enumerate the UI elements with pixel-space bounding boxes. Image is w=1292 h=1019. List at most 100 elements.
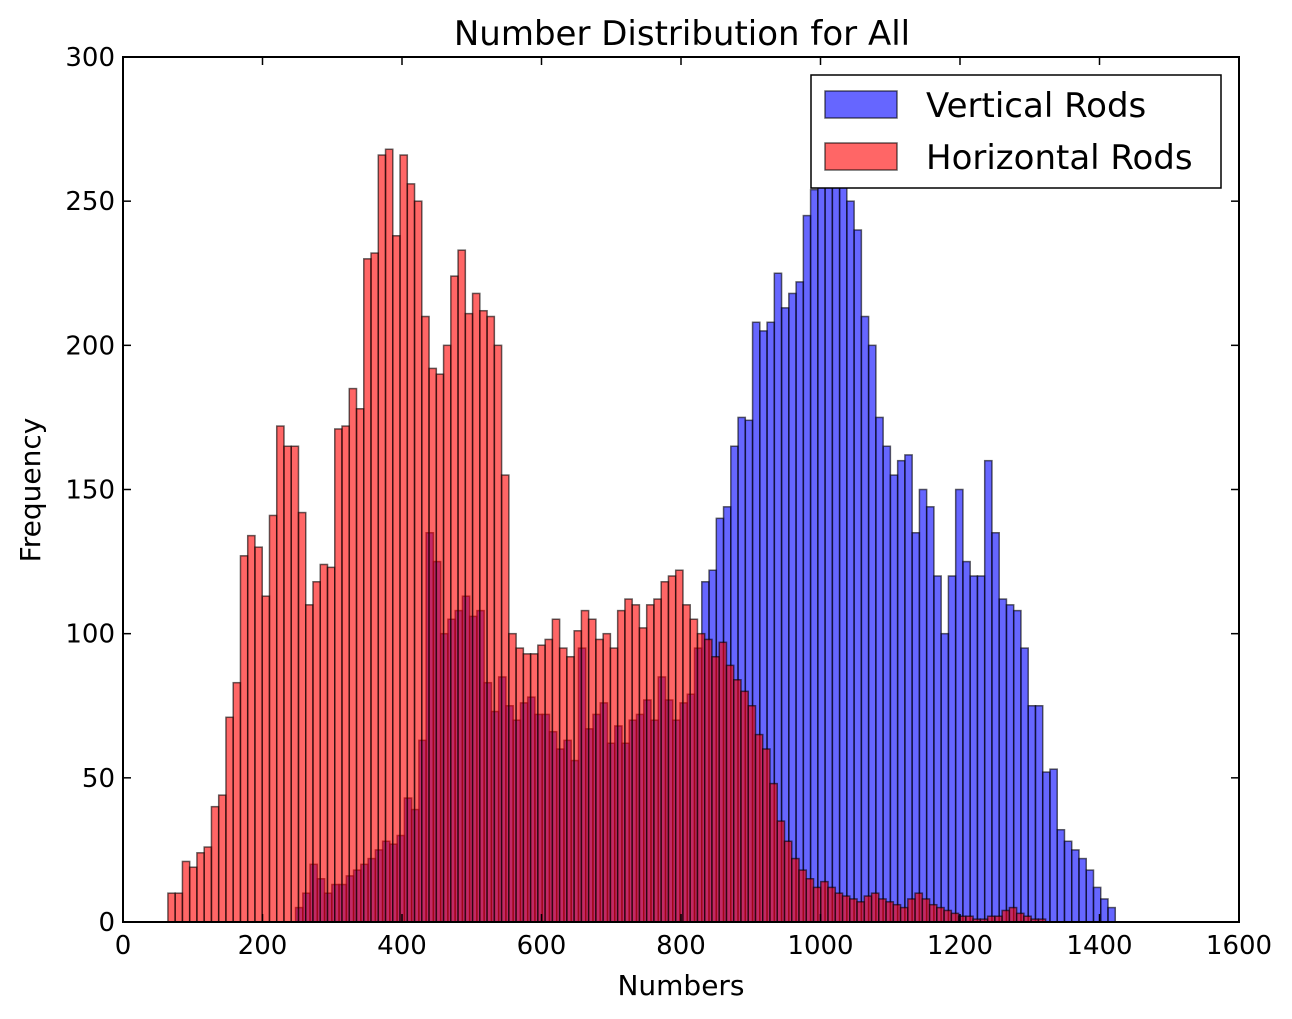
- bar-vertical-rods: [889, 474, 899, 923]
- bar-vertical-rods: [824, 142, 834, 923]
- bar-horizontal-rods: [609, 647, 619, 923]
- bar-vertical-rods: [1100, 898, 1109, 923]
- bar-horizontal-rods: [319, 563, 329, 923]
- bar-horizontal-rods: [783, 840, 793, 923]
- bar-vertical-rods: [896, 459, 906, 923]
- legend-swatch-vertical-rods: [824, 90, 898, 119]
- bar-horizontal-rods: [558, 647, 568, 923]
- bar-vertical-rods: [918, 488, 928, 923]
- bar-vertical-rods: [969, 575, 979, 923]
- bar-horizontal-rods: [399, 154, 409, 923]
- bar-horizontal-rods: [791, 857, 800, 923]
- bar-vertical-rods: [831, 160, 841, 923]
- legend-label-horizontal-rods: Horizontal Rods: [926, 138, 1193, 178]
- bar-vertical-rods: [1020, 647, 1029, 923]
- bar-vertical-rods: [911, 532, 921, 923]
- bar-vertical-rods: [875, 416, 884, 923]
- bar-horizontal-rods: [210, 805, 220, 923]
- x-axis-label: Numbers: [617, 969, 744, 1002]
- bar-horizontal-rods: [297, 511, 307, 923]
- x-tick-label: 1200: [927, 931, 993, 961]
- bar-horizontal-rods: [878, 898, 887, 923]
- y-tick-label: 0: [98, 908, 115, 938]
- bar-horizontal-rods: [711, 655, 720, 923]
- bar-horizontal-rods: [849, 898, 858, 923]
- bar-horizontal-rods: [225, 716, 234, 923]
- x-tick-label: 1400: [1066, 931, 1132, 961]
- bar-horizontal-rods: [660, 581, 670, 923]
- bar-horizontal-rods: [450, 275, 459, 923]
- bar-horizontal-rods: [304, 604, 314, 923]
- bar-vertical-rods: [802, 214, 812, 923]
- bar-horizontal-rods: [261, 595, 271, 923]
- bar-horizontal-rods: [841, 895, 851, 923]
- bar-vertical-rods: [1041, 771, 1051, 923]
- bar-horizontal-rods: [421, 315, 430, 923]
- bar-horizontal-rods: [493, 344, 503, 923]
- bar-horizontal-rods: [500, 474, 510, 923]
- bar-horizontal-rods: [943, 909, 953, 923]
- bar-horizontal-rods: [950, 912, 960, 923]
- bar-horizontal-rods: [326, 566, 336, 923]
- y-tick-label: 50: [82, 764, 115, 794]
- y-tick-label: 250: [65, 187, 115, 217]
- bar-horizontal-rods: [827, 886, 837, 923]
- bar-horizontal-rods: [363, 258, 372, 923]
- bar-horizontal-rods: [174, 892, 184, 923]
- y-tick-label: 150: [65, 476, 115, 506]
- bar-horizontal-rods: [435, 373, 445, 923]
- bar-vertical-rods: [1012, 609, 1022, 923]
- bar-horizontal-rods: [188, 866, 198, 923]
- bar-horizontal-rods: [457, 249, 467, 923]
- bar-horizontal-rods: [732, 679, 742, 923]
- bar-vertical-rods: [1107, 906, 1117, 923]
- bar-horizontal-rods: [805, 878, 815, 923]
- bar-horizontal-rods: [1015, 912, 1025, 923]
- bar-vertical-rods: [1078, 857, 1087, 923]
- bar-vertical-rods: [940, 632, 950, 923]
- bar-horizontal-rods: [798, 869, 808, 923]
- bar-horizontal-rods: [471, 292, 481, 923]
- bar-vertical-rods: [882, 445, 892, 923]
- bar-horizontal-rods: [268, 514, 278, 923]
- legend: Vertical Rods Horizontal Rods: [810, 74, 1222, 189]
- bar-horizontal-rods: [921, 898, 931, 923]
- bar-vertical-rods: [904, 454, 913, 923]
- chart-title: Number Distribution for All: [454, 14, 910, 54]
- bar-horizontal-rods: [899, 906, 909, 923]
- bar-horizontal-rods: [834, 892, 844, 923]
- bar-horizontal-rods: [725, 664, 735, 923]
- bar-horizontal-rods: [587, 618, 597, 923]
- bar-horizontal-rods: [718, 641, 728, 923]
- axes-group: 0 200 400 600 800 1000 1200 1400 1600 0 50 100 150 20…: [65, 43, 1272, 961]
- bar-horizontal-rods: [776, 820, 786, 923]
- bar-horizontal-rods: [246, 534, 256, 923]
- bar-horizontal-rods: [928, 903, 938, 923]
- bar-horizontal-rods: [377, 154, 387, 923]
- bar-vertical-rods: [846, 200, 855, 923]
- bar-vertical-rods: [962, 560, 971, 923]
- legend-label-vertical-rods: Vertical Rods: [926, 86, 1146, 126]
- bar-horizontal-rods: [413, 200, 423, 923]
- bar-horizontal-rods: [914, 892, 924, 923]
- bar-horizontal-rods: [464, 312, 474, 923]
- bar-vertical-rods: [925, 506, 935, 923]
- x-tick-label: 800: [656, 931, 706, 961]
- x-tick-label: 0: [115, 931, 132, 961]
- bar-horizontal-rods: [544, 638, 554, 923]
- bar-horizontal-rods: [348, 387, 358, 923]
- bar-horizontal-rods: [580, 609, 590, 923]
- bar-vertical-rods: [954, 488, 964, 923]
- bar-vertical-rods: [933, 575, 942, 923]
- bar-horizontal-rods: [290, 445, 300, 923]
- bar-horizontal-rods: [812, 886, 822, 923]
- bar-horizontal-rods: [529, 653, 539, 923]
- bar-vertical-rods: [1063, 840, 1073, 923]
- bar-horizontal-rods: [566, 655, 575, 923]
- bar-horizontal-rods: [595, 638, 604, 923]
- bar-horizontal-rods: [334, 428, 343, 923]
- bar-horizontal-rods: [870, 892, 880, 923]
- bar-horizontal-rods: [820, 880, 829, 923]
- bar-horizontal-rods: [653, 598, 662, 923]
